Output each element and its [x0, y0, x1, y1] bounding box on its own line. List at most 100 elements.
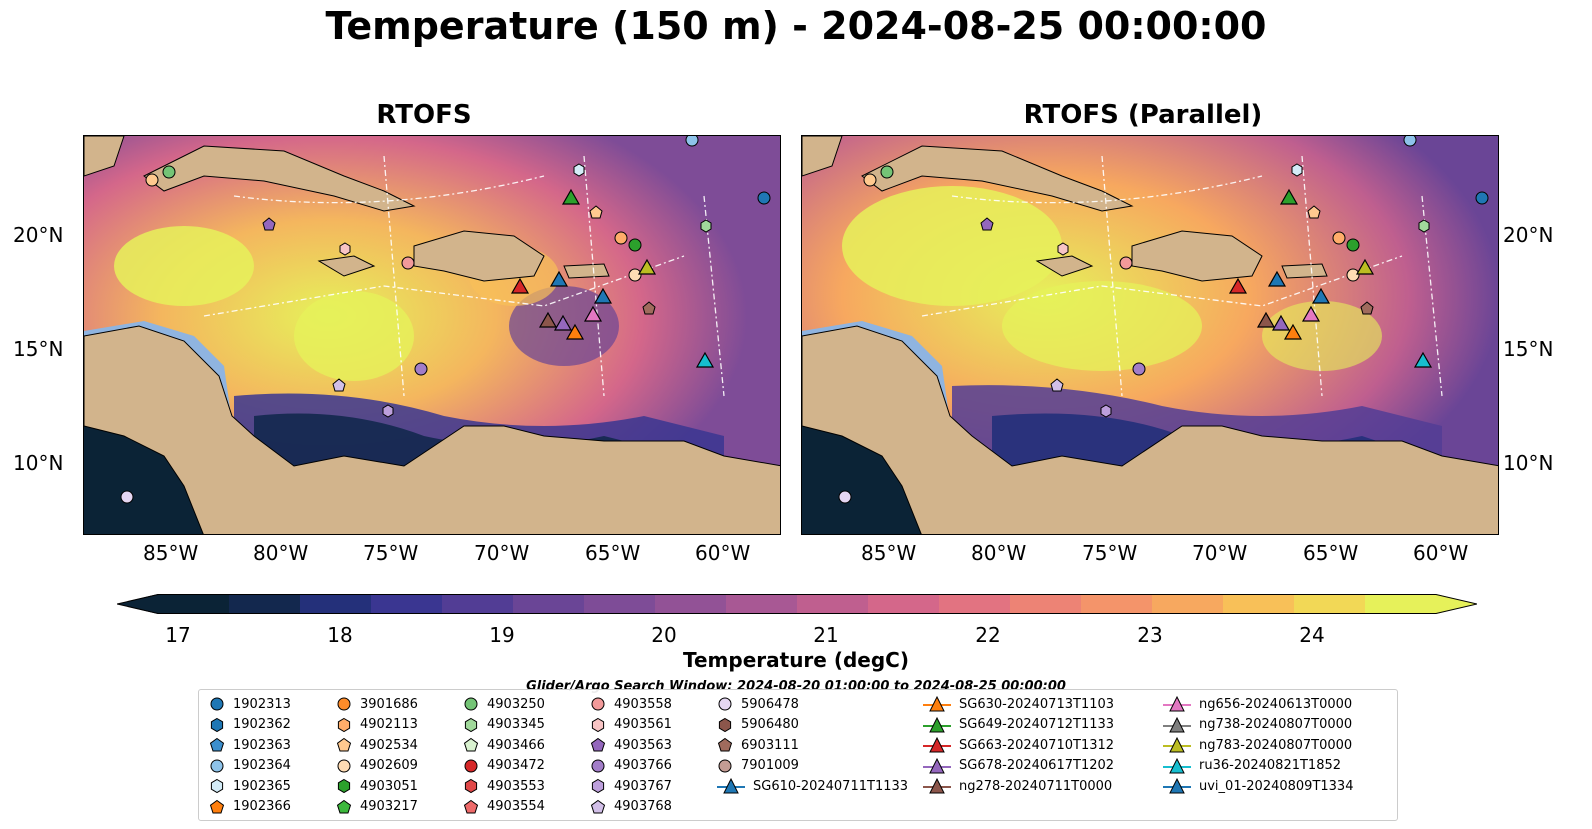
colorbar-segment — [300, 594, 372, 614]
colorbar-label: Temperature (degC) — [683, 648, 909, 672]
legend-label: 5906480 — [741, 717, 799, 732]
warm-eddy — [114, 226, 254, 306]
legend-label: uvi_01-20240809T1334 — [1199, 778, 1354, 794]
colorbar-segment — [513, 594, 585, 614]
colorbar-tick: 19 — [489, 623, 515, 647]
colorbar-segment — [371, 594, 443, 614]
legend-label: 1902313 — [233, 696, 291, 712]
legend-item: 4903217 — [336, 797, 418, 817]
legend-label: 4903345 — [487, 717, 545, 732]
triangle-line-marker-icon — [923, 778, 951, 794]
map-panel-rtofs-parallel[interactable] — [801, 135, 1499, 535]
legend-item: 3901686 — [336, 694, 418, 714]
legend-item: ng783-20240807T0000 — [1163, 735, 1352, 755]
legend-label: 4903563 — [614, 737, 672, 753]
legend-item: 4902534 — [336, 735, 418, 755]
hexagon-marker-icon — [464, 717, 478, 732]
legend-label: 4903217 — [360, 799, 418, 814]
legend-label: 4902609 — [360, 758, 418, 773]
legend-label: ng738-20240807T0000 — [1199, 717, 1353, 732]
colorbar-segment — [1152, 594, 1224, 614]
legend-item: SG663-20240710T1312 — [923, 735, 1114, 755]
colorbar-segment — [584, 594, 656, 614]
circle-marker-icon — [718, 697, 732, 711]
colorbar-tick: 21 — [813, 623, 839, 647]
legend-label: 6903111 — [741, 737, 799, 753]
legend-item: ng656-20240613T0000 — [1163, 694, 1352, 714]
legend-label: ng783-20240807T0000 — [1199, 737, 1353, 753]
land-hispaniola — [1131, 230, 1263, 282]
legend-label: 4903554 — [487, 799, 545, 814]
legend-label: ng656-20240613T0000 — [1199, 696, 1353, 712]
hexagon-marker-icon — [591, 717, 605, 732]
legend-item: SG610-20240711T1133 — [717, 776, 908, 796]
legend-label: ng278-20240711T0000 — [959, 778, 1113, 794]
legend-label: 4902534 — [360, 737, 418, 753]
legend-item: uvi_01-20240809T1334 — [1163, 776, 1353, 796]
land-jamaica — [317, 255, 376, 277]
legend-label: 5906478 — [741, 696, 799, 712]
circle-marker-icon — [337, 697, 351, 711]
legend-label: 4903250 — [487, 696, 545, 712]
triangle-line-marker-icon — [923, 716, 951, 732]
legend-label: 1902362 — [233, 717, 291, 732]
panel-title-rtofs-parallel: RTOFS (Parallel) — [1023, 100, 1263, 130]
map-panel-rtofs[interactable] — [83, 135, 781, 535]
circle-marker-icon — [591, 697, 605, 711]
lon-label-left: 85°W — [143, 541, 199, 565]
legend-item: SG630-20240713T1103 — [923, 694, 1114, 714]
land-mainland — [802, 325, 1498, 534]
colorbar-segment — [726, 594, 798, 614]
colorbar-segment — [1010, 594, 1082, 614]
legend-item: 4903345 — [463, 715, 545, 735]
legend: 1902313 1902362 1902363 1902364 1902365 19023… — [198, 689, 1398, 821]
legend-item: 4903563 — [590, 735, 672, 755]
colorbar-tick: 17 — [165, 623, 191, 647]
lon-label-right: 65°W — [1303, 541, 1359, 565]
legend-item: 1902366 — [209, 797, 291, 817]
hexagon-marker-icon — [337, 778, 351, 794]
legend-label: 1902364 — [233, 758, 291, 773]
pentagon-marker-icon — [463, 799, 479, 813]
colorbar-tick: 23 — [1137, 623, 1163, 647]
pentagon-marker-icon — [336, 799, 352, 813]
legend-label: 4903051 — [360, 778, 418, 794]
legend-label: 4903767 — [614, 778, 672, 794]
circle-marker-icon — [591, 759, 605, 772]
pentagon-marker-icon — [209, 799, 225, 813]
triangle-line-marker-icon — [1163, 737, 1191, 753]
lat-label-left: 10°N — [13, 451, 64, 475]
lon-label-left: 65°W — [585, 541, 641, 565]
legend-item: 4903554 — [463, 797, 545, 817]
land-jamaica — [1035, 255, 1094, 277]
legend-item: 7901009 — [717, 756, 799, 776]
land-cuba — [143, 145, 416, 212]
colorbar-gradient — [116, 594, 1478, 614]
lon-label-right: 60°W — [1413, 541, 1469, 565]
colorbar-tick: 18 — [327, 623, 353, 647]
legend-item: SG678-20240617T1202 — [923, 756, 1114, 776]
lat-label-right: 15°N — [1503, 337, 1554, 361]
lat-label-left: 20°N — [13, 223, 64, 247]
legend-item: 4903766 — [590, 756, 672, 776]
legend-item: ru36-20240821T1852 — [1163, 756, 1341, 776]
legend-label: 4903466 — [487, 737, 545, 753]
legend-label: SG610-20240711T1133 — [753, 778, 909, 794]
legend-item: 4903768 — [590, 797, 672, 817]
colorbar-segment — [1081, 594, 1153, 614]
legend-label: SG649-20240712T1133 — [959, 717, 1115, 732]
circle-marker-icon — [464, 697, 478, 711]
lat-label-left: 15°N — [13, 337, 64, 361]
float-markers — [838, 136, 1489, 504]
temperature-map-rtofs — [84, 136, 780, 534]
land-corner — [802, 136, 843, 177]
triangle-line-marker-icon — [1163, 778, 1191, 794]
legend-item: 1902362 — [209, 715, 291, 735]
lon-label-left: 80°W — [253, 541, 309, 565]
hexagon-marker-icon — [210, 778, 224, 794]
legend-label: 4903768 — [614, 799, 672, 814]
legend-item: 1902365 — [209, 776, 291, 796]
colorbar-segment — [939, 594, 1011, 614]
circle-marker-icon — [718, 759, 732, 772]
legend-item: 4903558 — [590, 694, 672, 714]
